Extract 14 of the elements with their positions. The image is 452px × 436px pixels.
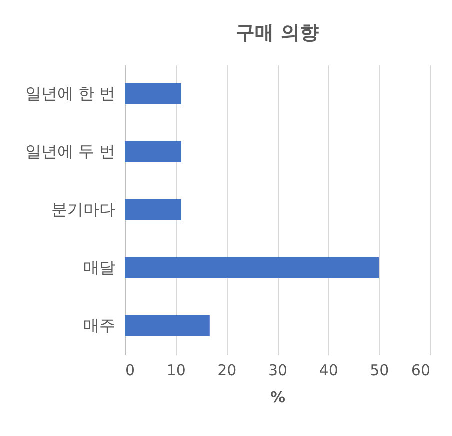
x-tick-label: 60 (411, 362, 430, 380)
x-tick-label: 50 (370, 362, 390, 380)
chart-title: 구매 의향 (236, 22, 319, 44)
y-tick-label: 분기마다 (52, 200, 116, 219)
x-tick-label: 0 (126, 362, 136, 380)
x-tick-label: 40 (319, 362, 338, 380)
y-tick-label: 일년에 두 번 (25, 142, 116, 161)
x-tick-label: 30 (268, 362, 288, 380)
y-tick-label: 일년에 한 번 (25, 84, 116, 103)
x-tick-label: 10 (166, 362, 186, 380)
y-tick-label: 매달 (84, 258, 116, 277)
y-tick-label: 매주 (84, 316, 116, 335)
x-tick-label: 20 (218, 362, 237, 380)
x-axis-title: % (270, 388, 286, 406)
